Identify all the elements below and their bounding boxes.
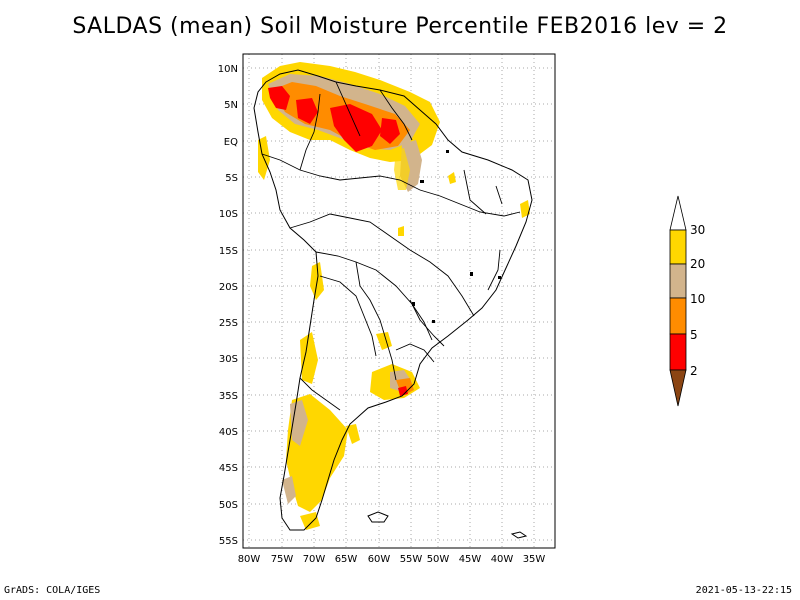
lat-label: 15S	[219, 246, 238, 257]
country-borders	[261, 81, 521, 411]
patch-patagonia-2	[346, 424, 360, 444]
falkland-islands	[367, 511, 389, 523]
legend-label: 5	[690, 328, 698, 342]
lon-label: 50W	[427, 554, 450, 565]
footer-timestamp: 2021-05-13-22:15	[695, 585, 792, 596]
footer-credit: GrADS: COLA/IGES	[4, 585, 101, 596]
south-georgia	[510, 531, 528, 539]
lat-label: 20S	[219, 282, 238, 293]
patch-red-1	[268, 86, 290, 110]
patch-red-4	[380, 118, 400, 144]
lat-label: 50S	[219, 500, 238, 511]
plot-frame	[242, 53, 556, 549]
legend-10-20	[669, 263, 687, 299]
legend-label: 30	[690, 223, 705, 237]
lon-axis: 80W 75W 70W 65W 60W 55W 50W 45W 40W 35W	[238, 554, 546, 565]
patch-brazil-1	[398, 226, 404, 236]
patch-pampa-red	[398, 386, 408, 396]
lat-label: 35S	[219, 391, 238, 402]
patch-chile-yellow	[300, 332, 318, 384]
lat-label: 25S	[219, 318, 238, 329]
legend-label: 2	[690, 364, 698, 378]
legend-label: 20	[690, 257, 705, 271]
lon-label: 60W	[368, 554, 391, 565]
patch-patagonia-tan-2	[282, 476, 296, 504]
lat-label: 5N	[224, 100, 238, 111]
continent-coastline	[253, 69, 533, 531]
patch-tierra	[300, 512, 320, 530]
legend-label: 10	[690, 292, 705, 306]
color-legend	[669, 195, 687, 407]
legend-20-30	[669, 229, 687, 265]
legend-5-10	[669, 297, 687, 335]
moisture-patches	[258, 62, 530, 530]
lat-label: 40S	[219, 427, 238, 438]
patch-brazil-2	[448, 172, 456, 184]
legend-above-30-triangle	[669, 195, 687, 231]
map-title: SALDAS (mean) Soil Moisture Percentile F…	[72, 14, 728, 39]
lon-label: 70W	[303, 554, 326, 565]
lon-label: 40W	[491, 554, 514, 565]
lat-label: 10N	[218, 64, 238, 75]
lon-label: 55W	[400, 554, 423, 565]
patch-coast-2	[520, 200, 530, 218]
lat-label: 5S	[225, 173, 238, 184]
lat-label: 55S	[219, 536, 238, 547]
lat-label: 30S	[219, 354, 238, 365]
lat-label: 10S	[219, 209, 238, 220]
lon-label: 80W	[238, 554, 261, 565]
legend-below-2-triangle	[669, 369, 687, 407]
lon-label: 65W	[335, 554, 358, 565]
lon-label: 75W	[271, 554, 294, 565]
lon-label: 35W	[523, 554, 546, 565]
lat-axis: 10N 5N EQ 5S 10S 15S 20S 25S 30S 35S 40S…	[218, 64, 238, 547]
patch-red-2	[296, 98, 318, 124]
lat-label: EQ	[224, 137, 238, 148]
lon-label: 45W	[459, 554, 482, 565]
lat-label: 45S	[219, 463, 238, 474]
small-features	[412, 150, 501, 323]
legend-2-5	[669, 333, 687, 371]
legend-labels: 30 20 10 5 2	[690, 223, 705, 378]
